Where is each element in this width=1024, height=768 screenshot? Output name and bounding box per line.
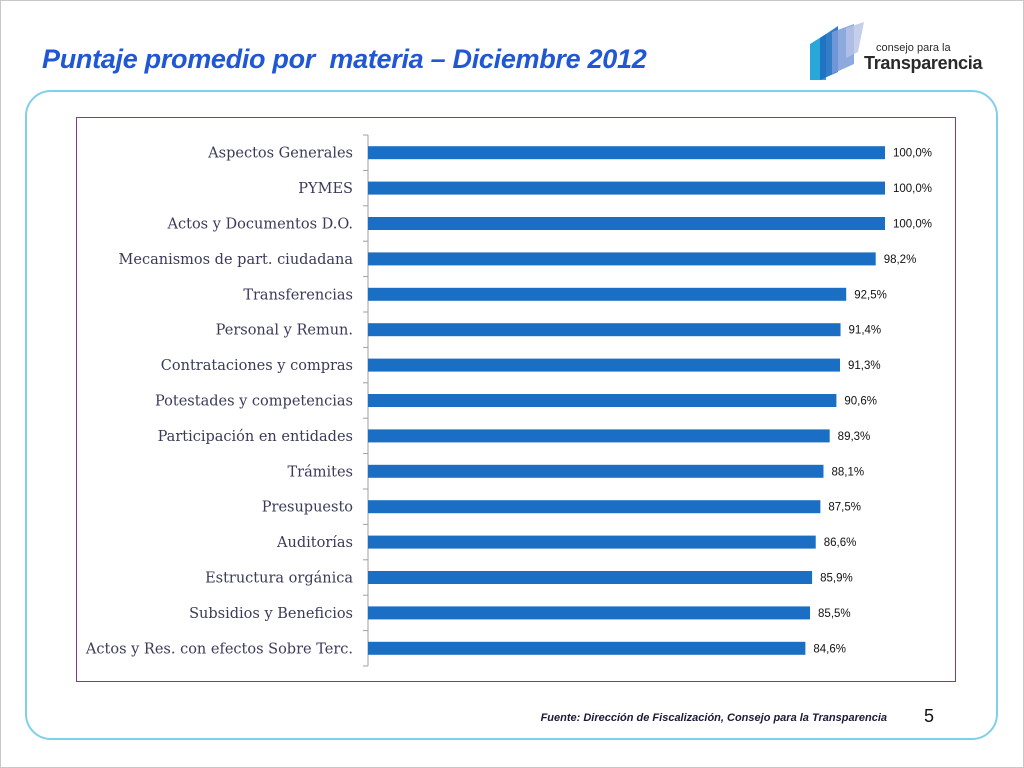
bar	[368, 641, 806, 655]
data-label: 84,6%	[813, 643, 846, 655]
bar	[368, 252, 876, 266]
data-label: 91,3%	[848, 360, 881, 372]
category-label: Contrataciones y compras	[161, 358, 353, 374]
data-label: 85,5%	[818, 608, 851, 620]
category-label: Aspectos Generales	[207, 146, 353, 162]
bar	[368, 358, 841, 372]
logo-text-big: Transparencia	[864, 53, 983, 73]
category-label: Trámites	[288, 464, 353, 480]
chart-frame: Aspectos Generales 100,0% PYMES 100,0% Actos…	[76, 117, 956, 682]
category-label: Personal y Remun.	[216, 323, 353, 339]
bar-chart: Aspectos Generales 100,0% PYMES 100,0% Actos…	[85, 134, 932, 667]
bar	[368, 181, 885, 195]
data-label: 100,0%	[893, 148, 932, 160]
data-label: 90,6%	[844, 396, 877, 408]
data-label: 91,4%	[849, 325, 882, 337]
category-label: Presupuesto	[262, 500, 353, 516]
category-label: Participación en entidades	[158, 429, 353, 445]
bar	[368, 394, 837, 407]
bar	[368, 571, 813, 584]
data-label: 92,5%	[854, 289, 887, 301]
bar	[368, 287, 847, 301]
category-label: PYMES	[298, 181, 353, 197]
page-number: 5	[924, 706, 935, 726]
category-label: Auditorías	[276, 535, 353, 551]
data-label: 88,1%	[831, 466, 864, 478]
data-label: 100,0%	[893, 219, 932, 231]
bar	[368, 464, 824, 478]
bar	[368, 500, 821, 514]
category-label: Mecanismos de part. ciudadana	[119, 252, 354, 268]
bar	[368, 535, 816, 549]
data-label: 86,6%	[824, 537, 857, 549]
category-label: Potestades y competencias	[155, 394, 353, 410]
data-label: 100,0%	[893, 183, 932, 195]
category-label: Subsidios y Beneficios	[189, 606, 353, 622]
data-label: 87,5%	[828, 502, 861, 514]
category-label: Estructura orgánica	[205, 571, 353, 587]
bar	[368, 217, 885, 230]
consejo-transparencia-logo: consejo para la Transparencia	[806, 22, 986, 84]
category-label: Actos y Res. con efectos Sobre Terc.	[85, 641, 353, 657]
source-note: Fuente: Dirección de Fiscalización, Cons…	[540, 712, 887, 724]
bar	[368, 606, 811, 620]
category-label: Transferencias	[243, 287, 353, 303]
data-label: 85,9%	[820, 573, 853, 585]
data-label: 89,3%	[838, 431, 871, 443]
bar	[368, 146, 885, 160]
logo-text-small: consejo para la	[876, 42, 951, 54]
logo-mark-icon	[810, 22, 864, 80]
slide-title: Puntaje promedio por materia – Diciembre…	[42, 44, 647, 74]
bar	[368, 323, 841, 337]
bar	[368, 429, 830, 443]
category-label: Actos y Documentos D.O.	[167, 217, 353, 233]
content-box	[25, 90, 998, 740]
data-label: 98,2%	[884, 254, 917, 266]
